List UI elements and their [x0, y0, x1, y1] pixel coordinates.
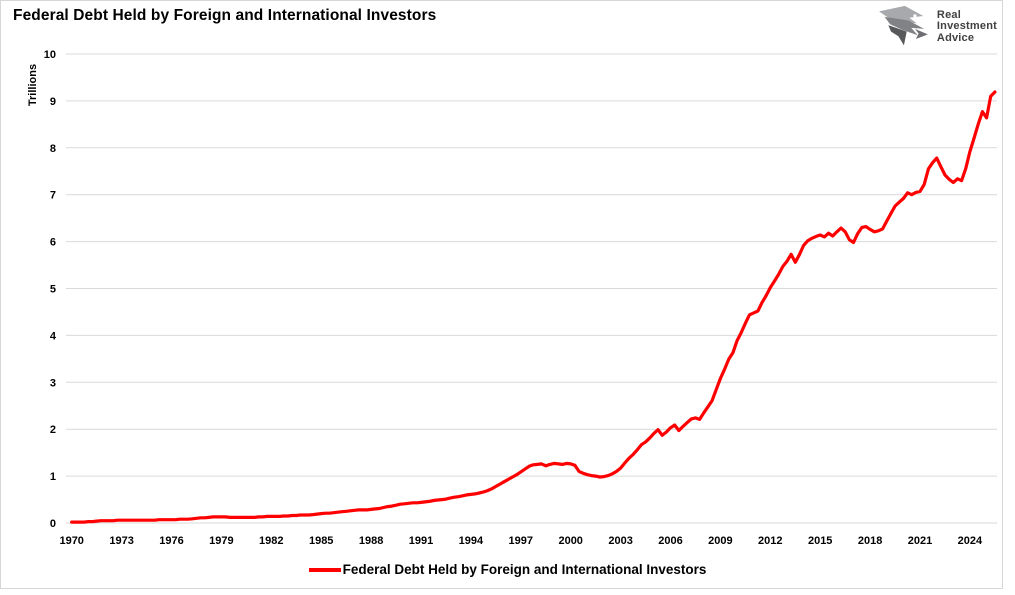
svg-text:7: 7: [50, 190, 56, 202]
svg-text:1979: 1979: [209, 535, 233, 547]
svg-text:1970: 1970: [59, 535, 83, 547]
legend-line-swatch: [308, 567, 341, 572]
svg-text:1988: 1988: [359, 535, 383, 547]
svg-text:1973: 1973: [109, 535, 133, 547]
svg-text:1985: 1985: [309, 535, 333, 547]
svg-text:1991: 1991: [409, 535, 433, 547]
svg-text:1976: 1976: [159, 535, 183, 547]
logo-text-line: Real: [936, 8, 961, 21]
eagle-icon: [879, 5, 928, 46]
svg-text:2003: 2003: [608, 535, 632, 547]
svg-text:2000: 2000: [558, 535, 582, 547]
logo-text-line: Advice: [936, 31, 975, 44]
svg-text:2018: 2018: [858, 535, 882, 547]
svg-text:2006: 2006: [658, 535, 682, 547]
svg-text:2012: 2012: [758, 535, 782, 547]
svg-text:2024: 2024: [958, 535, 983, 547]
chart-legend: Federal Debt Held by Foreign and Interna…: [0, 562, 1015, 577]
svg-text:2015: 2015: [808, 535, 832, 547]
logo-wordmark: Real Investment Advice: [936, 8, 997, 45]
svg-text:0: 0: [50, 518, 56, 530]
chart-title: Federal Debt Held by Foreign and Interna…: [13, 7, 437, 24]
ria-logo: Real Investment Advice: [875, 4, 997, 50]
svg-text:1982: 1982: [259, 535, 283, 547]
svg-text:4: 4: [50, 330, 57, 342]
logo-text-line: Investment: [936, 20, 997, 33]
svg-text:2021: 2021: [908, 535, 932, 547]
svg-text:1997: 1997: [509, 535, 533, 547]
svg-text:2: 2: [50, 424, 56, 436]
line-chart-plot: 0 1 2 3 4 5 6 7 8 9 10 1970 1973 1976 1979 1982 1985 1988…: [44, 49, 997, 547]
legend-label: Federal Debt Held by Foreign and Interna…: [342, 562, 707, 577]
svg-text:1: 1: [50, 471, 56, 483]
svg-text:2009: 2009: [708, 535, 732, 547]
svg-text:10: 10: [44, 49, 56, 61]
svg-text:1994: 1994: [459, 535, 484, 547]
svg-text:9: 9: [50, 96, 56, 108]
svg-text:6: 6: [50, 237, 56, 249]
svg-text:3: 3: [50, 377, 56, 389]
svg-text:8: 8: [50, 143, 56, 155]
svg-text:5: 5: [50, 284, 56, 296]
